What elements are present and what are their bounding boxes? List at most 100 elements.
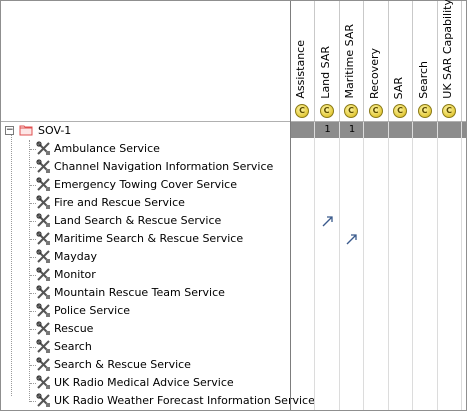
summary-count-cell[interactable]: 1 [348, 124, 356, 135]
c-circle-icon: C [417, 104, 432, 118]
tree-service-row[interactable]: Mayday [1, 248, 290, 266]
tree-connector [30, 239, 36, 240]
tools-icon [36, 303, 50, 317]
column-header-label: Maritime SAR [343, 24, 356, 99]
header-divider [1, 121, 466, 122]
summary-count-cell[interactable] [291, 122, 315, 138]
tree-connector [30, 329, 36, 330]
tree-connector [30, 257, 36, 258]
column-header[interactable]: Assistance C [291, 1, 315, 121]
tools-icon [36, 357, 50, 371]
c-circle-icon: C [344, 104, 358, 118]
tree-guide-line [11, 131, 12, 396]
column-header-label: UK SAR Capability [441, 0, 454, 99]
collapse-toggle[interactable]: − [5, 125, 14, 135]
c-circle-icon: C [368, 104, 383, 118]
tools-icon [36, 375, 50, 389]
tree-service-row[interactable]: Channel Navigation Information Service [1, 158, 290, 176]
tree-service-row[interactable]: Search [1, 338, 290, 356]
column-header-label: Recovery [367, 47, 381, 99]
column-header-label: SAR [392, 76, 405, 99]
tree-connector [30, 203, 36, 204]
service-label: Mayday [54, 250, 97, 263]
tree-connector [30, 275, 36, 276]
tools-icon [36, 213, 50, 227]
relation-arrow-icon[interactable] [320, 213, 336, 229]
summary-count-cell[interactable] [365, 122, 389, 138]
grid-column [365, 122, 389, 410]
column-header-label: Search [416, 61, 430, 99]
tree-connector [30, 221, 36, 222]
tree-connector [30, 293, 36, 294]
c-circle-icon: C [393, 104, 407, 118]
summary-count-cell[interactable] [389, 122, 413, 138]
column-header-label: Land SAR [318, 46, 332, 99]
service-label: UK Radio Weather Forecast Information Se… [54, 394, 315, 407]
tree-panel: − SOV-1 Ambulance Service Channel Navigat… [1, 122, 315, 410]
service-label: Land Search & Rescue Service [54, 214, 222, 227]
tools-icon [36, 195, 50, 209]
tree-connector [30, 167, 36, 168]
tree-connector [30, 185, 36, 186]
tree-service-row[interactable]: Maritime Search & Rescue Service [1, 230, 290, 248]
tree-connector [30, 347, 36, 348]
tree-connector [30, 383, 36, 384]
tools-icon [36, 339, 50, 353]
tree-service-row[interactable]: Police Service [1, 302, 290, 320]
tools-icon [36, 249, 50, 263]
c-circle-icon: C [295, 104, 309, 118]
tree-root-row[interactable]: − SOV-1 [1, 122, 290, 140]
grid-column [389, 122, 413, 410]
tree-service-row[interactable]: Search & Rescue Service [1, 356, 290, 374]
tree-connector [30, 311, 36, 312]
summary-row [291, 122, 466, 138]
tree-connector [30, 365, 36, 366]
service-label: Search & Rescue Service [54, 358, 191, 371]
tree-root-label: SOV-1 [38, 124, 72, 137]
tools-icon [36, 393, 50, 407]
tree-service-row[interactable]: UK Radio Medical Advice Service [1, 374, 290, 392]
service-label: Rescue [54, 322, 94, 335]
folder-icon [19, 125, 33, 136]
column-header-label: Assistance [294, 40, 307, 99]
tree-service-row[interactable]: UK Radio Weather Forecast Information Se… [1, 392, 315, 410]
tree-connector [30, 149, 36, 150]
service-label: Search [54, 340, 92, 353]
c-circle-icon: C [319, 104, 334, 118]
column-header[interactable]: SAR C [389, 1, 413, 121]
tools-icon [36, 321, 50, 335]
relation-arrow-icon[interactable] [344, 231, 360, 247]
service-label: Channel Navigation Information Service [54, 160, 274, 173]
column-header[interactable]: Maritime SAR C [340, 1, 364, 121]
tree-service-row[interactable]: Land Search & Rescue Service [1, 212, 290, 230]
column-header[interactable]: Recovery C [365, 1, 389, 121]
column-header[interactable]: UK SAR Capability C [438, 0, 462, 121]
grid-column [340, 122, 364, 410]
grid-column [414, 122, 438, 410]
summary-count-cell[interactable] [438, 122, 462, 138]
column-headers: Assistance C Land SAR C Maritime SAR C Recover… [291, 0, 466, 121]
c-circle-icon: C [442, 104, 456, 118]
column-header[interactable]: Land SAR C [316, 1, 340, 121]
tree-service-row[interactable]: Rescue [1, 320, 290, 338]
tools-icon [36, 141, 50, 155]
summary-count-cell[interactable]: 1 [324, 124, 331, 135]
service-label: Police Service [54, 304, 131, 317]
tree-guide-line [29, 140, 30, 402]
tree-service-row[interactable]: Ambulance Service [1, 140, 290, 158]
column-header[interactable]: Search C [414, 1, 438, 121]
service-label: Mountain Rescue Team Service [54, 286, 225, 299]
service-label: Ambulance Service [54, 142, 160, 155]
tree-service-row[interactable]: Mountain Rescue Team Service [1, 284, 290, 302]
tree-service-row[interactable]: Monitor [1, 266, 290, 284]
grid-column [316, 122, 340, 410]
service-label: UK Radio Medical Advice Service [54, 376, 234, 389]
service-label: Monitor [54, 268, 96, 281]
summary-count-cell[interactable] [414, 122, 438, 138]
tools-icon [36, 159, 50, 173]
tree-service-row[interactable]: Fire and Rescue Service [1, 194, 290, 212]
pane-splitter[interactable] [290, 1, 291, 410]
tree-service-row[interactable]: Emergency Towing Cover Service [1, 176, 290, 194]
